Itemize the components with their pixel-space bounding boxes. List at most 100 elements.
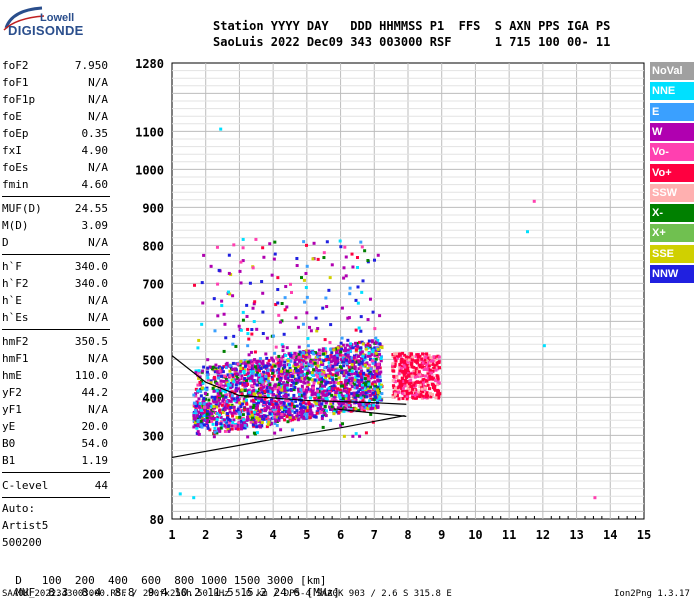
echo-point — [270, 400, 274, 404]
echo-point — [366, 369, 370, 373]
echo-point — [241, 259, 245, 263]
echo-point — [297, 359, 301, 363]
echo-point — [222, 374, 226, 378]
echo-point — [355, 384, 359, 388]
echo-point — [378, 382, 382, 386]
echo-point — [227, 271, 231, 275]
echo-point — [310, 388, 314, 392]
echo-point — [287, 407, 291, 411]
echo-point — [216, 429, 220, 433]
echo-point — [368, 358, 372, 362]
echo-point — [209, 381, 213, 385]
echo-point — [321, 407, 325, 411]
echo-point — [238, 363, 242, 367]
echo-point — [278, 407, 282, 411]
echo-point — [252, 410, 256, 414]
echo-point — [326, 388, 330, 392]
logo-lowell-text: Lowell — [40, 12, 75, 24]
echo-point — [275, 420, 279, 424]
echo-point — [267, 359, 271, 363]
echo-point — [266, 394, 270, 398]
echo-point — [254, 416, 258, 420]
echo-point — [274, 345, 278, 349]
echo-point — [373, 327, 377, 331]
echo-point — [281, 370, 285, 374]
echo-point — [397, 372, 401, 376]
echo-point — [234, 389, 238, 393]
echo-point — [406, 369, 410, 373]
echo-point — [351, 407, 355, 411]
echo-point — [252, 320, 256, 324]
echo-point — [403, 374, 407, 378]
echo-point — [259, 379, 263, 383]
echo-point — [200, 411, 204, 415]
data-point-vo — [421, 378, 425, 382]
echo-point — [328, 405, 332, 409]
echo-point — [212, 417, 216, 421]
echo-point — [213, 329, 217, 333]
echo-point — [396, 388, 400, 392]
echo-point — [361, 399, 365, 403]
echo-point — [395, 352, 399, 356]
echo-point — [335, 410, 339, 414]
echo-point — [428, 371, 432, 375]
echo-point — [246, 409, 250, 413]
echo-point — [239, 359, 243, 363]
echo-point — [338, 348, 342, 352]
y-tick-label: 1280 — [135, 57, 164, 71]
echo-point — [319, 405, 323, 409]
echo-point — [356, 354, 360, 358]
echo-point — [270, 375, 274, 379]
echo-point — [310, 411, 314, 415]
echo-point — [312, 358, 316, 362]
echo-point — [379, 345, 383, 349]
muf-row: MUF 8.3 8.4 8.8 9.4 10.2 11.5 15.2 24.6 … — [2, 573, 340, 599]
echo-point — [217, 376, 221, 380]
echo-point — [328, 376, 332, 380]
echo-point — [258, 424, 262, 428]
echo-point — [236, 408, 240, 412]
echo-point — [414, 373, 418, 377]
echo-point — [208, 420, 212, 424]
echo-point — [205, 370, 209, 374]
echo-point — [238, 381, 242, 385]
echo-point — [350, 376, 354, 380]
echo-point — [297, 352, 301, 356]
echo-point — [321, 306, 325, 310]
echo-point — [320, 416, 324, 420]
echo-point — [343, 405, 347, 409]
echo-point — [222, 397, 226, 401]
echo-point — [323, 392, 327, 396]
param-key: M(D) — [2, 219, 29, 232]
echo-point — [366, 346, 370, 350]
echo-point — [281, 345, 285, 349]
param-yf2: yF2 44.2 — [2, 384, 108, 401]
echo-point — [220, 423, 224, 427]
echo-point — [339, 350, 343, 354]
echo-point — [405, 364, 409, 368]
echo-point — [427, 365, 431, 369]
echo-point — [409, 381, 413, 385]
echo-point — [220, 403, 224, 407]
echo-point — [230, 378, 234, 382]
echo-point — [316, 389, 320, 393]
echo-point — [316, 364, 320, 368]
echo-point — [329, 402, 333, 406]
echo-point — [213, 397, 217, 401]
echo-point — [334, 369, 338, 373]
echo-point — [353, 360, 357, 364]
echo-point — [236, 362, 240, 366]
echo-point — [315, 402, 319, 406]
echo-point — [369, 367, 373, 371]
param-key: hmF2 — [2, 335, 29, 348]
echo-point — [360, 406, 364, 410]
echo-point — [270, 416, 274, 420]
echo-point — [423, 386, 427, 390]
param-key: hmF1 — [2, 352, 29, 365]
echo-point — [371, 359, 375, 363]
echo-point — [314, 355, 318, 359]
param-value: 0.35 — [81, 127, 109, 140]
echo-point — [334, 373, 338, 377]
echo-point — [263, 408, 267, 412]
echo-point — [216, 391, 220, 395]
